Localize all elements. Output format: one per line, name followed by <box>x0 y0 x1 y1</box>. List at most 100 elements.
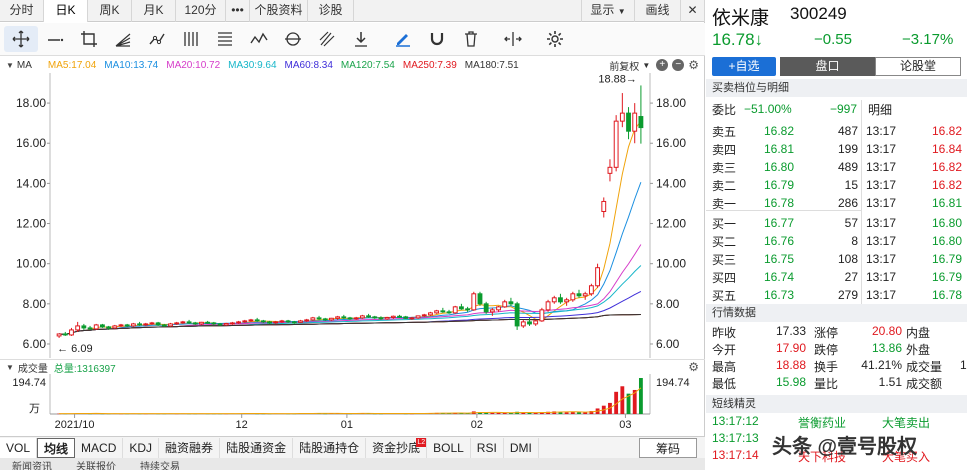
tab-0[interactable]: 分时 <box>0 0 44 22</box>
stock-header: 依米康 300249 16.78↓ −0.55 −3.17% <box>706 0 967 56</box>
zoom-out-icon[interactable]: − <box>672 59 685 71</box>
candle-body <box>570 293 576 301</box>
zoom-in-icon[interactable]: + <box>656 59 669 71</box>
fan-tool[interactable] <box>106 26 140 52</box>
shortline-item[interactable]: 13:17:14 天下科技 大笔买入 <box>706 448 967 465</box>
zoom-tool[interactable] <box>496 26 530 52</box>
volume-bar <box>539 412 544 414</box>
bid-level[interactable]: 买四 16.74 27 13:17 16.79 <box>706 268 967 286</box>
adjust-label[interactable]: 前复权 <box>609 61 640 73</box>
tab-6[interactable]: 个股资料 <box>250 0 308 22</box>
wave-tool[interactable] <box>242 26 276 52</box>
candle-body <box>316 317 322 320</box>
indicator-tab-7[interactable]: 资金抄底 L2 <box>366 437 428 458</box>
volume-chart[interactable]: 194.74 194.74 万 2021/10 12 01 02 03 <box>0 374 705 436</box>
shortline-list: 13:17:12 誉衡药业 大笔卖出 13:17:13 13:17:14 天下科技 大笔买入 <box>706 414 967 465</box>
indicator-tab-0[interactable]: VOL <box>0 437 38 458</box>
crop-tool[interactable] <box>72 26 106 52</box>
expand-horizontal-icon <box>504 32 522 46</box>
y-tick-label-left: 12.00 <box>16 217 46 231</box>
volume-collapse-icon[interactable]: ▼ <box>6 362 14 372</box>
gear-icon[interactable]: ⚙ <box>688 58 699 72</box>
pitchfork-tool[interactable] <box>310 26 344 52</box>
subtab-continuous[interactable]: 持续交易 <box>140 462 180 470</box>
add-watchlist-button[interactable]: +自选 <box>712 57 776 76</box>
ask-level[interactable]: 卖二 16.79 15 13:17 16.82 <box>706 176 967 194</box>
indicator-tab-3[interactable]: KDJ <box>123 437 160 458</box>
info-subtabs: 新闻资讯 关联报价 持续交易 <box>0 458 705 470</box>
display-menu[interactable]: 显示 ▼ <box>581 0 635 22</box>
candle-body <box>638 116 644 129</box>
indicator-tab-5[interactable]: 陆股通资金 <box>220 437 294 458</box>
candle-body <box>428 312 433 316</box>
candle-body <box>502 301 508 308</box>
candle-body <box>304 319 310 322</box>
bid-level[interactable]: 买五 16.73 279 13:17 16.78 <box>706 286 967 304</box>
ask-level[interactable]: 卖四 16.81 199 13:17 16.84 <box>706 140 967 158</box>
cycle-tool[interactable] <box>276 26 310 52</box>
line-tool[interactable] <box>38 26 72 52</box>
indicator-tab-11[interactable]: 筹码 <box>638 437 697 458</box>
kline-chart[interactable]: 18.00 18.00 16.00 16.00 14.00 14.00 12.00 12.00… <box>0 73 705 358</box>
shortline-item[interactable]: 13:17:13 <box>706 431 967 448</box>
pen-tool[interactable] <box>386 26 420 52</box>
display-label: 显示 <box>590 3 615 17</box>
tab-7[interactable]: 诊股 <box>308 0 354 22</box>
magnet-tool[interactable] <box>420 26 454 52</box>
detail-time: 13:17 <box>866 270 897 284</box>
crosshair-tool[interactable] <box>4 26 38 52</box>
candle-body <box>310 317 316 321</box>
tab-1[interactable]: 日K <box>44 0 88 22</box>
indicator-tab-6[interactable]: 陆股通持仓 <box>293 437 367 458</box>
indicator-tab-8[interactable]: BOLL <box>427 437 471 458</box>
indicator-tab-2[interactable]: MACD <box>75 437 124 458</box>
detail-time: 13:17 <box>866 234 897 248</box>
drawing-toolbar <box>0 23 705 56</box>
volume-label: 成交量 <box>17 363 48 375</box>
bid-level[interactable]: 买二 16.76 8 13:17 16.80 <box>706 232 967 250</box>
volume-bar <box>57 413 62 415</box>
close-icon[interactable]: ✕ <box>681 0 705 22</box>
bid-level[interactable]: 买一 16.77 57 13:17 16.80 <box>706 214 967 232</box>
market-label: 换手 <box>814 360 839 374</box>
tab-panel[interactable]: 盘口 <box>780 57 875 76</box>
indicator-tab-label: DMI <box>509 440 532 455</box>
chevron-down-icon[interactable]: ▼ <box>642 60 651 70</box>
delete-tool[interactable] <box>454 26 488 52</box>
tab-5[interactable]: ••• <box>226 0 250 22</box>
candle-body <box>260 320 266 323</box>
draw-line-tab[interactable]: 画线 <box>635 0 681 22</box>
subtab-news[interactable]: 新闻资讯 <box>12 462 52 470</box>
gear-icon[interactable]: ⚙ <box>688 360 699 374</box>
volume-bar <box>570 411 575 414</box>
ma-collapse-icon[interactable]: ▼ <box>6 60 14 70</box>
indicator-tab-10[interactable]: DMI <box>504 437 539 458</box>
indicator-tab-1[interactable]: 均线 <box>37 437 76 458</box>
weibi-pct: −51.00% <box>744 102 792 116</box>
ask-level[interactable]: 卖五 16.82 487 13:17 16.82 <box>706 122 967 140</box>
candle-body <box>551 297 557 303</box>
ask-level[interactable]: 卖一 16.78 286 13:17 16.81 <box>706 194 967 212</box>
ask-level[interactable]: 卖三 16.80 489 13:17 16.82 <box>706 158 967 176</box>
tab-2[interactable]: 周K <box>88 0 132 22</box>
indicator-tab-4[interactable]: 融资融券 <box>159 437 221 458</box>
settings-tool[interactable] <box>538 26 572 52</box>
tab-4[interactable]: 120分 <box>176 0 226 22</box>
tab-forum[interactable]: 论股堂 <box>875 57 961 76</box>
bars-tool[interactable] <box>174 26 208 52</box>
subtab-related[interactable]: 关联报价 <box>76 462 116 470</box>
shortline-item[interactable]: 13:17:12 誉衡药业 大笔卖出 <box>706 414 967 431</box>
vol-max-right: 194.74 <box>656 377 690 389</box>
polyline-tool[interactable] <box>140 26 174 52</box>
indicator-tab-9[interactable]: RSI <box>471 437 504 458</box>
stock-name: 依米康 <box>712 8 770 29</box>
candle-body <box>378 317 384 320</box>
arrow-tool[interactable] <box>344 26 378 52</box>
fib-tool[interactable] <box>208 26 242 52</box>
ma-legend: ▼ MA MA5:17.04 MA10:13.74 MA20:10.72 MA30:9… <box>0 57 705 73</box>
candle-body <box>545 301 551 311</box>
candle-body <box>465 308 471 311</box>
tab-3[interactable]: 月K <box>132 0 176 22</box>
bid-level[interactable]: 买三 16.75 108 13:17 16.79 <box>706 250 967 268</box>
